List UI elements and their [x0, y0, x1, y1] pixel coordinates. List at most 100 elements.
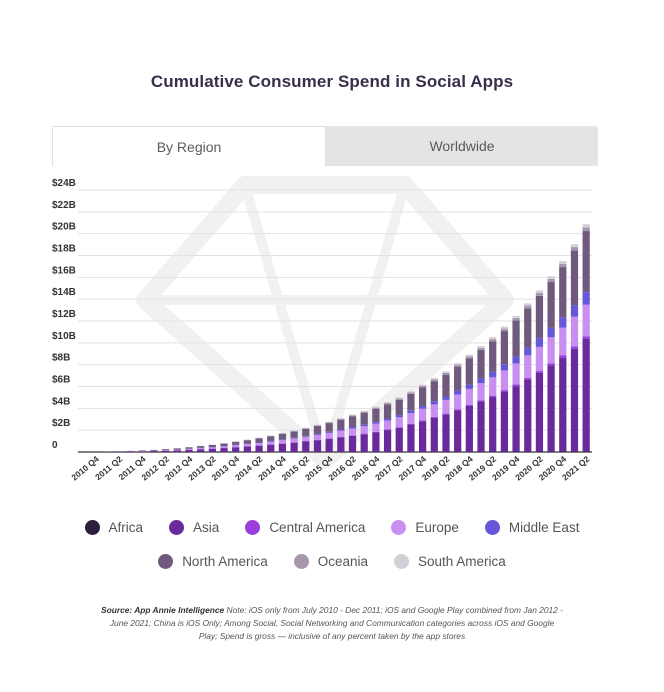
legend-label: Middle East — [508, 520, 580, 535]
bar-segment-europe — [524, 355, 532, 378]
bar-segment-central-america — [535, 371, 544, 373]
legend-swatch — [169, 520, 185, 535]
legend-label: South America — [418, 554, 506, 569]
bar-segment-north-america — [383, 404, 392, 419]
bar-segment-south-america — [524, 303, 532, 306]
bar-segment-asia — [582, 339, 590, 452]
bar-segment-europe — [570, 316, 579, 347]
bar-segment-north-america — [465, 358, 473, 385]
legend-swatch — [484, 520, 500, 535]
legend-item-north-america[interactable]: North America — [158, 554, 268, 569]
bar-segment-central-america — [570, 346, 579, 349]
bar-segment-oceania — [395, 398, 403, 400]
bar-segment-central-america — [524, 377, 532, 380]
watermark-logo — [136, 176, 514, 469]
bar-segment-asia — [418, 421, 427, 452]
y-tick-label: $24B — [52, 178, 76, 189]
legend-item-europe[interactable]: Europe — [391, 520, 459, 535]
bar-segment-europe — [232, 445, 240, 448]
bar-segment-europe — [372, 423, 380, 432]
bar-segment-europe — [489, 377, 497, 396]
y-tick-label: $16B — [52, 265, 76, 276]
bar-segment-asia — [290, 442, 298, 452]
bar-segment-oceania — [524, 305, 532, 309]
bar-segment-central-america — [348, 435, 357, 436]
bar-segment-europe — [325, 432, 333, 439]
y-tick-label: 0 — [52, 440, 58, 451]
bar-segment-oceania — [290, 431, 298, 432]
bar-segment-europe — [267, 441, 275, 445]
bar-segment-oceania — [302, 428, 310, 429]
bar-segment-europe — [302, 436, 310, 442]
bar-segment-south-america — [465, 354, 473, 357]
bar-segment-north-america — [278, 433, 287, 440]
bar-segment-north-america — [302, 428, 310, 436]
y-tick-label: $22B — [52, 200, 76, 211]
bar-segment-oceania — [454, 364, 462, 367]
bar-segment-north-america — [570, 250, 579, 306]
bar-segment-asia — [348, 435, 357, 452]
legend-item-south-america[interactable]: South America — [394, 554, 506, 569]
bar-segment-oceania — [337, 418, 345, 420]
bar-segment-europe — [208, 447, 216, 449]
bar-segment-asia — [255, 445, 263, 452]
bar-segment-north-america — [442, 374, 450, 397]
bar-segment-asia — [267, 444, 275, 452]
bar-segment-oceania — [547, 278, 555, 283]
bar-segment-europe — [255, 442, 263, 446]
bar-segment-central-america — [418, 420, 427, 422]
bar-segment-oceania — [360, 411, 368, 413]
bar-segment-central-america — [372, 431, 380, 433]
legend-swatch — [394, 554, 410, 569]
bar-segment-north-america — [360, 412, 368, 425]
bar-segment-middle-east — [465, 384, 473, 389]
legend-item-central-america[interactable]: Central America — [245, 520, 365, 535]
bar-segment-north-america — [418, 387, 427, 407]
bar-segment-oceania — [407, 392, 415, 394]
bar-segment-south-america — [442, 371, 450, 373]
bar-segment-asia — [465, 405, 473, 452]
bar-segment-europe — [220, 446, 228, 448]
bar-segment-north-america — [407, 393, 415, 411]
bar-segment-asia — [395, 427, 403, 452]
bar-segment-asia — [325, 438, 333, 452]
legend-item-africa[interactable]: Africa — [84, 520, 143, 535]
bar-segment-oceania — [500, 328, 509, 332]
bar-segment-europe — [430, 404, 438, 417]
bar-segment-asia — [547, 365, 555, 452]
bar-segment-central-america — [337, 436, 345, 438]
bar-segment-europe — [313, 434, 322, 440]
bar-segment-north-america — [255, 438, 263, 443]
bar-segment-europe — [465, 388, 473, 405]
legend-item-asia[interactable]: Asia — [169, 520, 219, 535]
y-tick-label: $2B — [52, 418, 70, 429]
bar-segment-south-america — [395, 397, 403, 399]
legend-swatch — [158, 554, 174, 569]
bar-segment-middle-east — [313, 433, 322, 435]
tab-by-region[interactable]: By Region — [52, 126, 326, 166]
bar-segment-oceania — [383, 403, 392, 405]
bar-segment-south-america — [547, 276, 555, 279]
bar-segment-south-america — [325, 421, 333, 423]
bar-segment-oceania — [465, 356, 473, 359]
bar-segment-middle-east — [547, 327, 555, 338]
bar-segment-south-america — [489, 337, 497, 340]
bar-segment-north-america — [535, 295, 544, 339]
bar-segment-central-america — [582, 336, 590, 340]
bar-segment-north-america — [547, 282, 555, 328]
legend-item-middle-east[interactable]: Middle East — [484, 520, 580, 535]
bar-segment-middle-east — [290, 437, 298, 439]
bar-segment-asia — [407, 424, 415, 452]
bar-segment-europe — [173, 449, 181, 451]
bar-segment-north-america — [150, 449, 158, 451]
bar-segment-south-america — [407, 391, 415, 393]
bar-segment-asia — [570, 348, 579, 452]
bar-segment-central-america — [547, 363, 555, 366]
bar-segment-central-america — [407, 423, 415, 425]
tab-worldwide[interactable]: Worldwide — [429, 138, 495, 154]
bar-segment-asia — [185, 449, 193, 452]
bar-segment-south-america — [559, 261, 567, 264]
bar-segment-north-america — [337, 419, 345, 430]
legend-item-oceania[interactable]: Oceania — [293, 554, 368, 569]
bar-segment-north-america — [173, 448, 181, 450]
